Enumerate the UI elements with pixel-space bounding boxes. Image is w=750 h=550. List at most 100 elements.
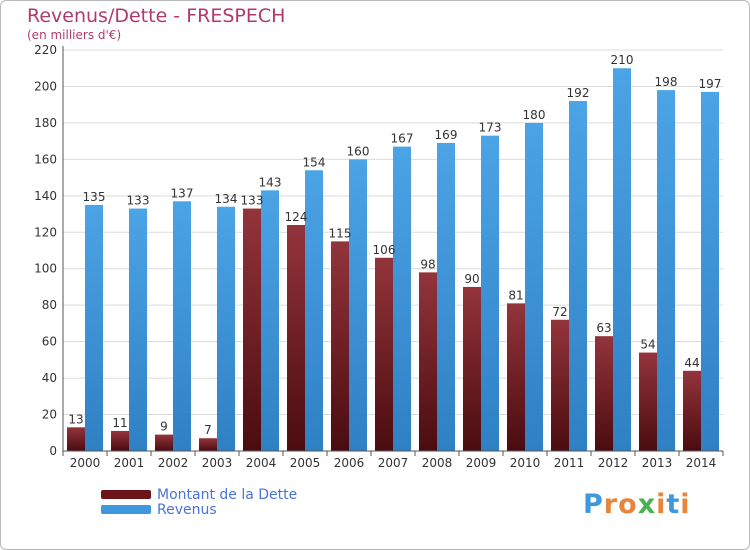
logo-letter: o: [618, 489, 638, 520]
legend-item-revenus: Revenus: [101, 502, 361, 518]
logo-letter: i: [680, 489, 691, 520]
x-tick-label: 2002: [158, 456, 189, 470]
x-tick-label: 2013: [642, 456, 673, 470]
bar-dette: [683, 370, 701, 451]
bar-dette: [595, 336, 613, 451]
bar-dette: [419, 272, 437, 451]
bar-dette: [67, 427, 85, 451]
logo-letter: x: [637, 489, 657, 520]
y-tick-label: 60: [42, 335, 57, 349]
data-label-dette: 11: [112, 416, 127, 430]
bar-dette: [551, 319, 569, 451]
chart-subtitle: (en milliers d'€): [27, 28, 122, 42]
y-tick-label: 0: [49, 444, 57, 458]
bar-revenus: [525, 122, 543, 451]
data-label-dette: 81: [508, 288, 523, 302]
y-tick-label: 160: [34, 152, 57, 166]
legend-label-revenus: Revenus: [157, 502, 217, 518]
bar-revenus: [305, 170, 323, 452]
legend-swatch-revenus: [101, 505, 151, 514]
bar-revenus: [349, 159, 367, 451]
x-tick-label: 2005: [290, 456, 321, 470]
bar-dette: [375, 257, 393, 451]
x-tick-label: 2000: [70, 456, 101, 470]
data-label-revenus: 143: [259, 175, 282, 189]
axis-layer: 0 20 40 60 80 100 120 140 160 180 200 220 2000 2001 20…: [34, 43, 724, 470]
bar-revenus: [85, 204, 103, 451]
data-label-revenus: 210: [611, 53, 634, 67]
bar-dette: [507, 303, 525, 451]
legend-label-debt: Montant de la Dette: [157, 487, 298, 503]
data-label-dette: 13: [68, 412, 83, 426]
data-label-dette: 90: [464, 272, 479, 286]
logo-letter: r: [603, 489, 619, 520]
data-label-dette: 9: [160, 420, 168, 434]
data-label-dette: 54: [640, 338, 655, 352]
x-tick-label: 2014: [686, 456, 717, 470]
bar-revenus: [481, 135, 499, 451]
data-label-revenus: 154: [303, 155, 326, 169]
data-label-dette: 72: [552, 305, 567, 319]
data-label-revenus: 198: [655, 75, 678, 89]
data-label-revenus: 192: [567, 86, 590, 100]
y-tick-label: 180: [34, 116, 57, 130]
x-tick-label: 2010: [510, 456, 541, 470]
chart-title: Revenus/Dette - FRESPECH: [27, 5, 286, 27]
y-tick-label: 40: [42, 371, 57, 385]
x-tick-label: 2001: [114, 456, 145, 470]
data-label-revenus: 169: [435, 128, 458, 142]
logo-letter: P: [583, 489, 604, 520]
data-label-revenus: 173: [479, 121, 502, 135]
y-tick-label: 100: [34, 262, 57, 276]
data-label-dette: 115: [329, 226, 352, 240]
data-label-dette: 7: [204, 423, 212, 437]
x-tick-label: 2012: [598, 456, 629, 470]
data-label-revenus: 167: [391, 132, 414, 146]
bar-dette: [243, 208, 261, 451]
bar-dette: [287, 224, 305, 451]
y-tick-label: 200: [34, 79, 57, 93]
bar-revenus: [217, 206, 235, 451]
x-tick-label: 2006: [334, 456, 365, 470]
bar-revenus: [569, 101, 587, 451]
legend-item-debt: Montant de la Dette: [101, 487, 361, 503]
legend-swatch-debt: [101, 490, 151, 499]
y-tick-label: 220: [34, 43, 57, 57]
data-label-dette: 124: [285, 210, 308, 224]
bar-dette: [111, 430, 129, 451]
data-label-revenus: 137: [171, 186, 194, 200]
logo-letter: t: [666, 489, 681, 520]
data-label-dette: 133: [241, 194, 264, 208]
bar-revenus: [261, 190, 279, 451]
data-label-dette: 44: [684, 356, 699, 370]
proxiti-logo: Proxiti: [583, 489, 691, 520]
bar-revenus: [173, 201, 191, 451]
x-tick-label: 2007: [378, 456, 409, 470]
bar-revenus: [129, 208, 147, 451]
bar-revenus: [701, 91, 719, 451]
bar-dette: [639, 352, 657, 451]
y-tick-label: 80: [42, 298, 57, 312]
x-tick-label: 2009: [466, 456, 497, 470]
x-tick-label: 2011: [554, 456, 585, 470]
bar-dette: [155, 434, 173, 451]
x-tick-label: 2003: [202, 456, 233, 470]
data-label-revenus: 134: [215, 192, 238, 206]
x-tick-label: 2004: [246, 456, 277, 470]
legend: Montant de la Dette Revenus: [101, 487, 361, 518]
data-label-revenus: 160: [347, 144, 370, 158]
logo-letter: i: [656, 489, 667, 520]
bar-dette: [331, 241, 349, 451]
bar-revenus: [393, 146, 411, 451]
y-tick-label: 140: [34, 189, 57, 203]
bar-revenus: [437, 142, 455, 451]
x-tick-label: 2008: [422, 456, 453, 470]
bar-revenus: [613, 68, 631, 452]
data-label-dette: 63: [596, 321, 611, 335]
y-tick-label: 20: [42, 408, 57, 422]
data-label-revenus: 180: [523, 108, 546, 122]
data-label-revenus: 135: [83, 190, 106, 204]
data-label-dette: 98: [420, 257, 435, 271]
data-label-revenus: 197: [699, 77, 722, 91]
